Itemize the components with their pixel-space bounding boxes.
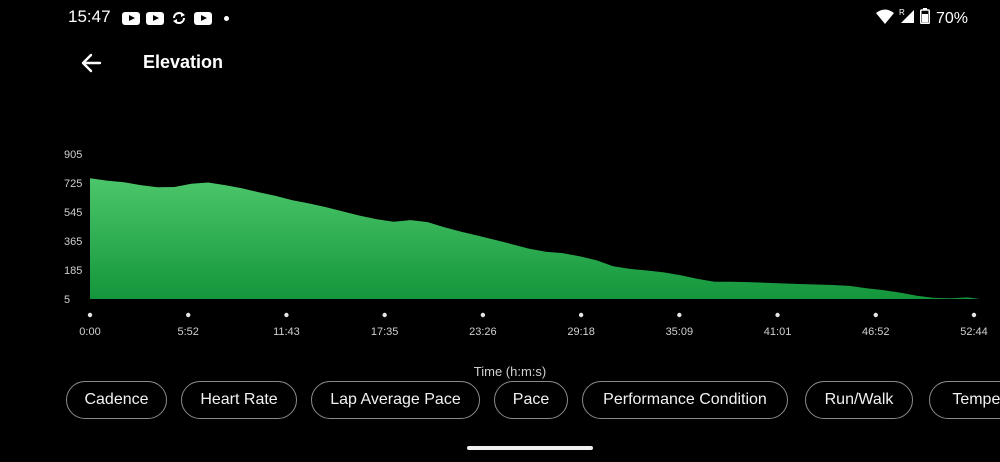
page-title: Elevation xyxy=(143,52,224,72)
x-tick-dot xyxy=(578,312,584,318)
chip-cadence[interactable]: Cadence xyxy=(66,381,167,419)
y-tick-label: 725 xyxy=(64,178,82,190)
elevation-chart-svg: 905 725 545 365 185 5 0:00 5:52 11:43 17:35 23:26… xyxy=(64,149,988,379)
metric-chips: Cadence Heart Rate Lap Average Pace Pace Per… xyxy=(0,380,1000,424)
youtube-icon xyxy=(194,11,212,25)
x-tick-dot xyxy=(186,312,191,318)
x-tick-label: 29:18 xyxy=(567,326,595,338)
y-tick-label: 905 xyxy=(64,149,82,161)
x-tick-label: 23:26 xyxy=(469,326,497,338)
x-tick-dot xyxy=(284,312,289,318)
youtube-icon xyxy=(122,11,140,25)
home-indicator[interactable] xyxy=(467,446,593,450)
more-notifications-dot xyxy=(224,15,229,21)
app-bar: Elevation xyxy=(0,40,1000,86)
x-axis-label: Time (h:m:s) xyxy=(474,364,546,379)
y-tick-label: 5 xyxy=(64,294,70,306)
status-bar: 15:47 R xyxy=(0,0,1000,34)
x-tick-dot xyxy=(382,312,387,318)
y-tick-label: 185 xyxy=(64,265,82,277)
x-tick-label: 5:52 xyxy=(178,326,199,338)
x-tick-dot xyxy=(873,312,878,318)
chip-lap-average-pace[interactable]: Lap Average Pace xyxy=(311,381,480,419)
system-icons: R 70% xyxy=(875,8,968,29)
elevation-chart[interactable]: 905 725 545 365 185 5 0:00 5:52 11:43 17:35 23:26… xyxy=(0,140,1000,380)
x-tick-dot xyxy=(971,312,977,318)
chip-heart-rate[interactable]: Heart Rate xyxy=(181,381,297,419)
x-tick-dot xyxy=(87,312,93,318)
youtube-icon xyxy=(146,11,164,25)
x-tick-dot xyxy=(480,312,486,318)
arrow-left-icon xyxy=(78,53,106,80)
chip-run-walk[interactable]: Run/Walk xyxy=(805,381,913,419)
y-tick-label: 365 xyxy=(64,236,82,248)
signal-roaming-icon: R xyxy=(898,8,916,29)
elevation-area xyxy=(90,178,980,299)
chip-performance-condition[interactable]: Performance Condition xyxy=(582,381,788,419)
notification-icons xyxy=(122,10,229,26)
battery-icon xyxy=(919,8,930,29)
chip-temper[interactable]: Temper xyxy=(929,381,1000,419)
x-tick-label: 35:09 xyxy=(666,326,694,338)
y-tick-label: 545 xyxy=(64,207,82,219)
sync-icon xyxy=(170,10,188,26)
x-tick-label: 41:01 xyxy=(764,326,792,338)
status-time: 15:47 xyxy=(68,7,111,26)
x-tick-dot xyxy=(677,312,682,318)
x-tick-label: 0:00 xyxy=(79,326,100,338)
x-tick-label: 11:43 xyxy=(273,326,300,338)
x-tick-label: 52:44 xyxy=(960,326,988,338)
battery-percent: 70% xyxy=(935,9,968,27)
chip-pace[interactable]: Pace xyxy=(494,381,568,419)
x-tick-label: 46:52 xyxy=(862,326,890,338)
wifi-icon xyxy=(875,9,894,29)
back-button[interactable] xyxy=(78,50,106,76)
x-tick-label: 17:35 xyxy=(371,326,399,338)
x-tick-dot xyxy=(775,312,780,318)
roaming-label: R xyxy=(899,8,905,17)
